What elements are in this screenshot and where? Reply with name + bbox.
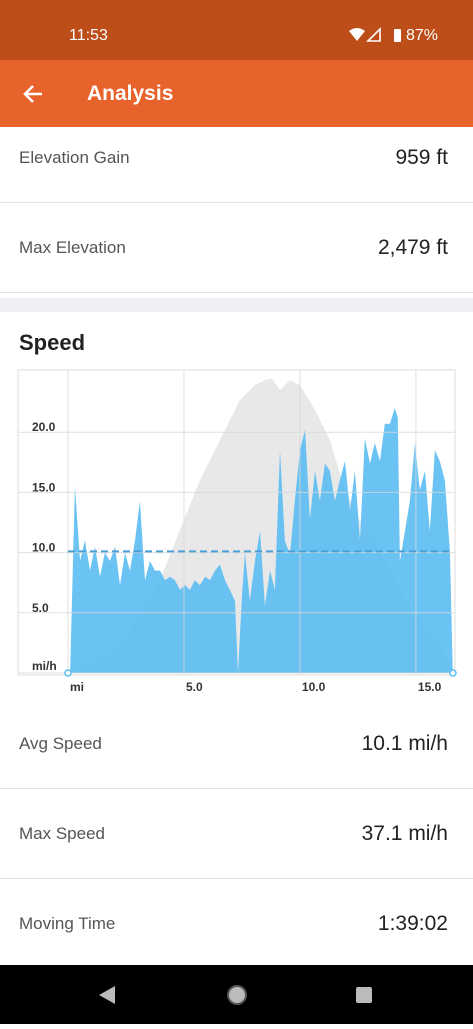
stat-row: Avg Speed 10.1 mi/h — [0, 699, 473, 789]
speed-area — [70, 408, 453, 673]
status-bar: 11:53 87% — [0, 0, 473, 60]
stat-value: 2,479 ft — [377, 236, 448, 259]
stat-value: 37.1 mi/h — [361, 822, 448, 845]
stat-label: Avg Speed — [19, 734, 102, 753]
section-title: Speed — [19, 330, 86, 355]
stat-label: Max Speed — [19, 824, 105, 843]
speed-chart: mi/h 5.0 10.0 15.0 20.0 mi 5.0 10.0 15.0 — [17, 369, 457, 694]
time: 11:53 — [69, 27, 108, 44]
nav-recents[interactable] — [356, 987, 372, 1003]
status-icons — [349, 27, 401, 42]
chart-frame — [17, 369, 456, 676]
y-tick-label: 10.0 — [32, 541, 56, 555]
x-tick-label: 15.0 — [418, 680, 442, 694]
stat-label: Moving Time — [19, 914, 116, 933]
stat-value: 10.1 mi/h — [361, 732, 448, 755]
stat-row: Max Elevation 2,479 ft — [0, 203, 473, 293]
back-button[interactable] — [22, 82, 46, 106]
stat-label: Max Elevation — [19, 238, 126, 257]
nav-home[interactable] — [227, 985, 247, 1005]
nav-bar — [0, 965, 473, 1024]
title: Analysis — [87, 82, 174, 105]
x-tick-label: 5.0 — [186, 680, 203, 694]
y-tick-label: 20.0 — [32, 420, 56, 434]
separator — [0, 298, 473, 312]
y-tick-label: mi/h — [32, 659, 57, 673]
nav-back[interactable] — [99, 986, 115, 1004]
x-tick-label: 10.0 — [302, 680, 326, 694]
x-tick-label: mi — [70, 680, 84, 694]
stat-row: Max Speed 37.1 mi/h — [0, 789, 473, 879]
nav-icons — [99, 985, 372, 1005]
stat-row: Elevation Gain 959 ft — [0, 113, 473, 203]
y-tick-label: 5.0 — [32, 601, 49, 615]
battery: 87% — [406, 27, 439, 44]
stat-value: 959 ft — [395, 146, 448, 169]
endpoint — [449, 669, 457, 677]
stat-row: Moving Time 1:39:02 — [0, 879, 473, 969]
stat-value: 1:39:02 — [377, 912, 448, 935]
stat-label: Elevation Gain — [19, 148, 130, 167]
endpoint — [64, 669, 72, 677]
y-tick-label: 15.0 — [32, 480, 56, 494]
app-bar: Analysis — [0, 60, 473, 127]
